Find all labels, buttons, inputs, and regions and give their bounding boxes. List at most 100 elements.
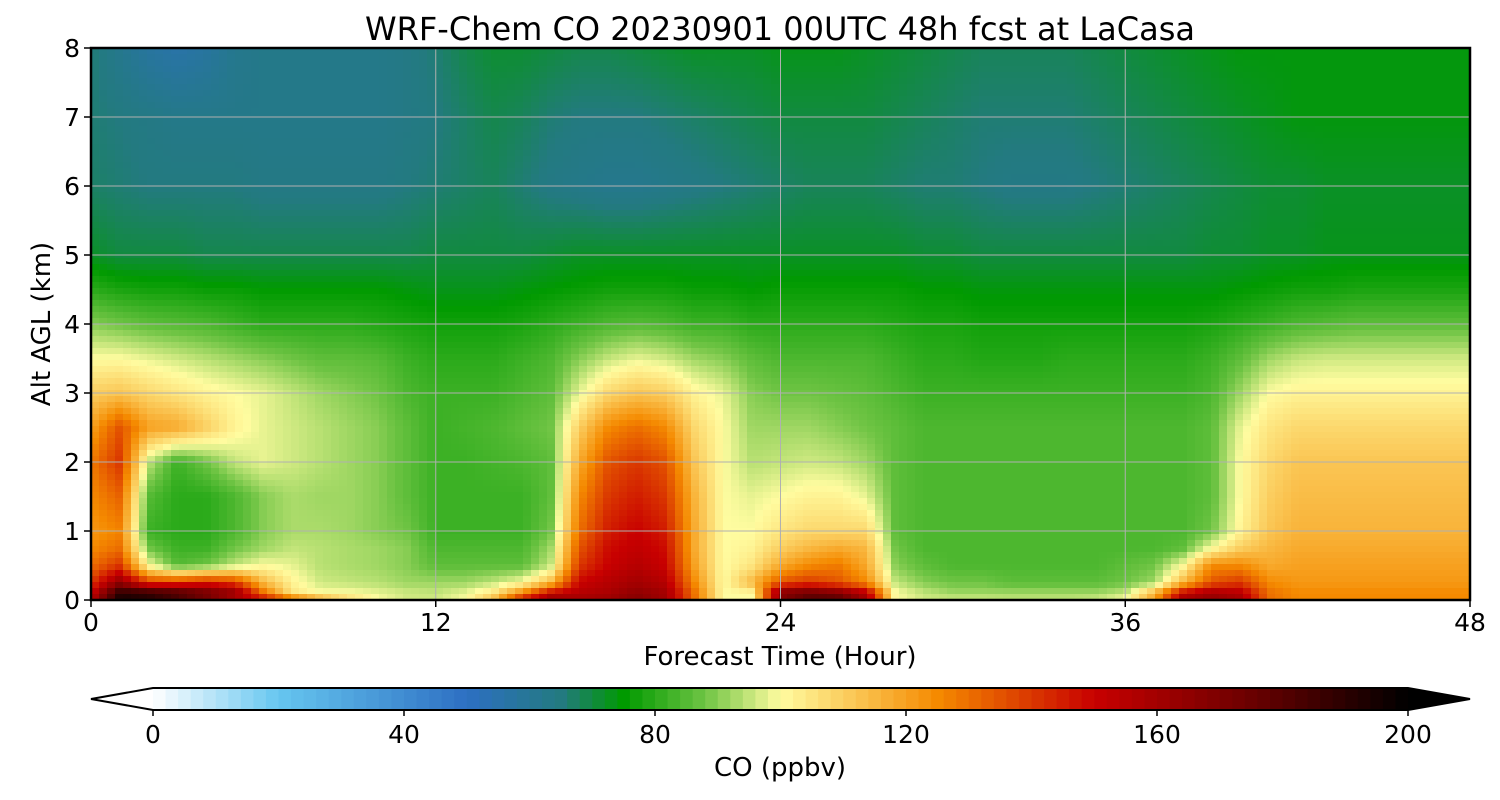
colorbar-tick-label: 80 xyxy=(639,720,671,749)
colorbar-label: CO (ppbv) xyxy=(714,753,846,783)
colorbar-segment xyxy=(742,688,756,710)
colorbar-segment xyxy=(542,688,556,710)
colorbar-segment xyxy=(730,688,744,710)
x-tick-label: 48 xyxy=(1454,608,1486,637)
colorbar-segment xyxy=(993,688,1007,710)
y-axis-ticks: 0 1 2 3 4 5 6 7 8 xyxy=(64,34,91,615)
colorbar-tick-label: 160 xyxy=(1133,720,1181,749)
colorbar-segment xyxy=(968,688,982,710)
colorbar-segment xyxy=(592,688,606,710)
grid-lines xyxy=(91,48,1470,600)
colorbar-segment xyxy=(1018,688,1033,710)
y-tick-label: 3 xyxy=(64,379,80,408)
colorbar-segment xyxy=(981,688,995,710)
colorbar-segment xyxy=(667,688,681,710)
x-tick-label: 24 xyxy=(765,608,797,637)
colorbar-segment xyxy=(1257,688,1271,710)
colorbar-segment xyxy=(1219,688,1233,710)
colorbar-segment xyxy=(328,688,342,710)
x-axis-label: Forecast Time (Hour) xyxy=(643,642,916,672)
y-tick-label: 4 xyxy=(64,310,80,339)
colorbar-under-extension xyxy=(91,688,153,710)
colorbar-over-extension xyxy=(1408,688,1470,710)
colorbar-segment xyxy=(240,688,254,710)
colorbar-segment xyxy=(1345,688,1359,710)
colorbar-segment xyxy=(1006,688,1020,710)
colorbar-segment xyxy=(479,688,493,710)
x-tick-label: 36 xyxy=(1109,608,1141,637)
colorbar-segment xyxy=(1232,688,1246,710)
colorbar-segment xyxy=(692,688,706,710)
x-tick-label: 0 xyxy=(83,608,99,637)
colorbar-segment xyxy=(554,688,568,710)
colorbar-segment xyxy=(1320,688,1334,710)
x-axis-ticks: 0 12 24 36 48 xyxy=(83,600,1486,637)
colorbar-segment xyxy=(567,688,581,710)
colorbar-segment xyxy=(1044,688,1058,710)
colorbar-segment xyxy=(943,688,957,710)
colorbar-segment xyxy=(680,688,694,710)
colorbar-segment xyxy=(855,688,869,710)
colorbar-segment xyxy=(1157,688,1171,710)
colorbar-segment xyxy=(767,688,782,710)
colorbar-segment xyxy=(366,688,380,710)
colorbar-tick-label: 0 xyxy=(145,720,161,749)
colorbar-segment xyxy=(880,688,895,710)
colorbar-segment xyxy=(391,688,405,710)
colorbar-segment xyxy=(165,688,179,710)
colorbar-segment xyxy=(906,688,920,710)
colorbar-segment xyxy=(265,688,280,710)
colorbar-segment xyxy=(228,688,242,710)
y-axis-label: Alt AGL (km) xyxy=(27,242,57,406)
colorbar-segment xyxy=(178,688,192,710)
colorbar-segment xyxy=(604,688,618,710)
colorbar-segment xyxy=(1194,688,1208,710)
colorbar-segment xyxy=(1357,688,1371,710)
y-tick-label: 1 xyxy=(64,517,80,546)
colorbar-segment xyxy=(1094,688,1108,710)
colorbar-segment xyxy=(504,688,518,710)
colorbar-segment xyxy=(1332,688,1346,710)
colorbar-segment xyxy=(441,688,455,710)
colorbar-segment xyxy=(1106,688,1120,710)
y-tick-label: 7 xyxy=(64,103,80,132)
colorbar-segment xyxy=(316,688,330,710)
colorbar xyxy=(90,687,1471,711)
colorbar-segment xyxy=(918,688,932,710)
colorbar-segment xyxy=(579,688,593,710)
colorbar-segment xyxy=(404,688,418,710)
y-tick-label: 6 xyxy=(64,172,80,201)
colorbar-segment xyxy=(1269,688,1284,710)
colorbar-segment xyxy=(278,688,292,710)
y-tick-label: 5 xyxy=(64,241,80,270)
colorbar-segment xyxy=(466,688,480,710)
colorbar-segment xyxy=(893,688,907,710)
colorbar-segment xyxy=(705,688,719,710)
colorbar-segment xyxy=(1119,688,1133,710)
colorbar-segment xyxy=(253,688,267,710)
colorbar-segment xyxy=(830,688,844,710)
colorbar-segment xyxy=(956,688,970,710)
colorbar-segment xyxy=(1295,688,1309,710)
colorbar-segment xyxy=(1207,688,1221,710)
colorbar-segment xyxy=(190,688,204,710)
colorbar-segment xyxy=(755,688,769,710)
colorbar-ticks: 0 40 80 120 160 200 xyxy=(145,710,1432,749)
co-concentration-field xyxy=(91,48,1470,600)
colorbar-segment xyxy=(1307,688,1321,710)
colorbar-segment xyxy=(429,688,443,710)
y-tick-label: 0 xyxy=(64,586,80,615)
colorbar-segment xyxy=(1081,688,1095,710)
colorbar-segment xyxy=(931,688,945,710)
colorbar-segment xyxy=(1182,688,1196,710)
colorbar-segment xyxy=(378,688,393,710)
colorbar-segment xyxy=(454,688,468,710)
colorbar-segment xyxy=(303,688,317,710)
colorbar-segment xyxy=(516,688,531,710)
colorbar-segment xyxy=(153,688,167,710)
y-tick-label: 2 xyxy=(64,448,80,477)
colorbar-segment xyxy=(617,688,631,710)
colorbar-tick-label: 40 xyxy=(388,720,420,749)
colorbar-segment xyxy=(717,688,731,710)
